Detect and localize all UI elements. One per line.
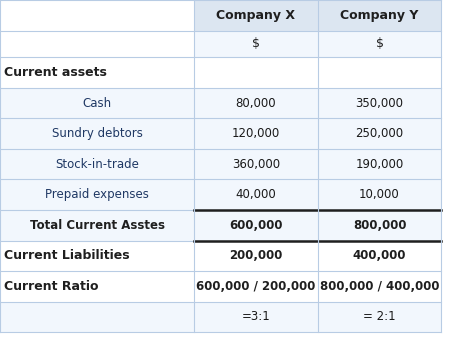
Text: 250,000: 250,000 (354, 127, 403, 140)
Text: Total Current Asstes: Total Current Asstes (29, 219, 164, 232)
Bar (317, 57, 440, 88)
Bar (317, 302, 440, 332)
Text: =3:1: =3:1 (241, 310, 270, 323)
Bar (317, 0, 440, 31)
Bar (194, 88, 317, 118)
Text: Current Ratio: Current Ratio (5, 280, 99, 293)
Text: 800,000 / 400,000: 800,000 / 400,000 (319, 280, 438, 293)
Bar (194, 241, 317, 271)
Bar (0, 271, 194, 302)
Bar (194, 180, 317, 210)
Bar (194, 0, 317, 31)
Text: = 2:1: = 2:1 (363, 310, 395, 323)
Bar (317, 31, 440, 57)
Bar (0, 0, 194, 31)
Bar (0, 210, 194, 241)
Text: 360,000: 360,000 (231, 158, 279, 171)
Text: 800,000: 800,000 (352, 219, 405, 232)
Text: 10,000: 10,000 (359, 188, 399, 201)
Bar (0, 149, 194, 180)
Text: 80,000: 80,000 (235, 97, 276, 110)
Bar (0, 241, 194, 271)
Text: Stock-in-trade: Stock-in-trade (55, 158, 139, 171)
Text: 200,000: 200,000 (229, 249, 282, 262)
Bar (194, 210, 317, 241)
Bar (194, 302, 317, 332)
Bar (194, 31, 317, 57)
Bar (194, 57, 317, 88)
Bar (0, 88, 194, 118)
Bar (317, 149, 440, 180)
Bar (317, 118, 440, 149)
Text: Company Y: Company Y (340, 9, 418, 22)
Text: Prepaid expenses: Prepaid expenses (45, 188, 149, 201)
Text: $: $ (375, 37, 382, 51)
Text: Current Liabilities: Current Liabilities (5, 249, 130, 262)
Text: Cash: Cash (83, 97, 111, 110)
Text: 600,000 / 200,000: 600,000 / 200,000 (196, 280, 315, 293)
Bar (317, 180, 440, 210)
Bar (0, 31, 194, 57)
Bar (194, 118, 317, 149)
Text: Current assets: Current assets (5, 66, 107, 79)
Bar (317, 271, 440, 302)
Text: 600,000: 600,000 (229, 219, 282, 232)
Text: 120,000: 120,000 (231, 127, 280, 140)
Bar (317, 88, 440, 118)
Bar (0, 180, 194, 210)
Bar (194, 271, 317, 302)
Bar (0, 57, 194, 88)
Text: $: $ (251, 37, 259, 51)
Text: Company X: Company X (216, 9, 295, 22)
Text: 190,000: 190,000 (354, 158, 403, 171)
Bar (194, 149, 317, 180)
Bar (0, 302, 194, 332)
Bar (317, 241, 440, 271)
Text: 350,000: 350,000 (355, 97, 403, 110)
Bar (317, 210, 440, 241)
Text: Sundry debtors: Sundry debtors (51, 127, 142, 140)
Text: 400,000: 400,000 (352, 249, 405, 262)
Text: 40,000: 40,000 (235, 188, 276, 201)
Bar (0, 118, 194, 149)
